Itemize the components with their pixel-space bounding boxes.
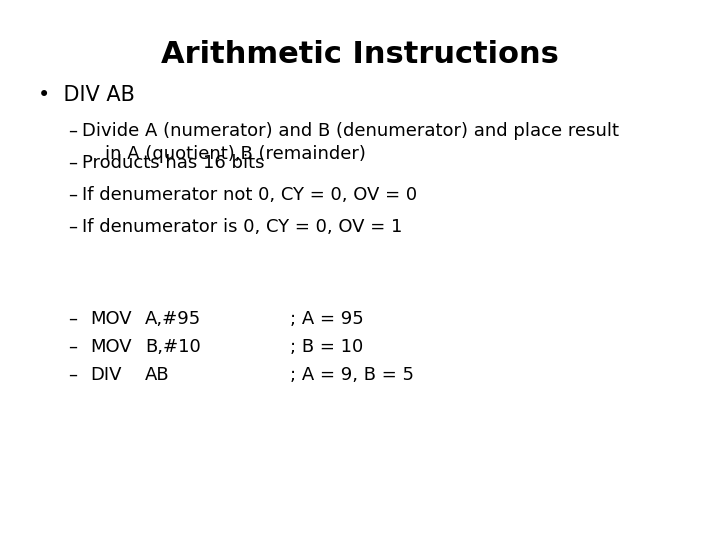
Text: –: – [68,218,77,236]
Text: Products has 16 bits: Products has 16 bits [82,154,264,172]
Text: DIV: DIV [90,366,122,384]
Text: A,#95: A,#95 [145,310,202,328]
Text: –: – [68,122,77,140]
Text: B,#10: B,#10 [145,338,201,356]
Text: –: – [68,366,77,384]
Text: –: – [68,338,77,356]
Text: –: – [68,154,77,172]
Text: If denumerator is 0, CY = 0, OV = 1: If denumerator is 0, CY = 0, OV = 1 [82,218,402,236]
Text: –: – [68,310,77,328]
Text: MOV: MOV [90,310,132,328]
Text: Divide A (numerator) and B (denumerator) and place result
    in A (quotient),B : Divide A (numerator) and B (denumerator)… [82,122,619,163]
Text: MOV: MOV [90,338,132,356]
Text: •  DIV AB: • DIV AB [38,85,135,105]
Text: –: – [68,186,77,204]
Text: ; A = 95: ; A = 95 [290,310,364,328]
Text: ; A = 9, B = 5: ; A = 9, B = 5 [290,366,414,384]
Text: If denumerator not 0, CY = 0, OV = 0: If denumerator not 0, CY = 0, OV = 0 [82,186,417,204]
Text: ; B = 10: ; B = 10 [290,338,364,356]
Text: Arithmetic Instructions: Arithmetic Instructions [161,40,559,69]
Text: AB: AB [145,366,170,384]
